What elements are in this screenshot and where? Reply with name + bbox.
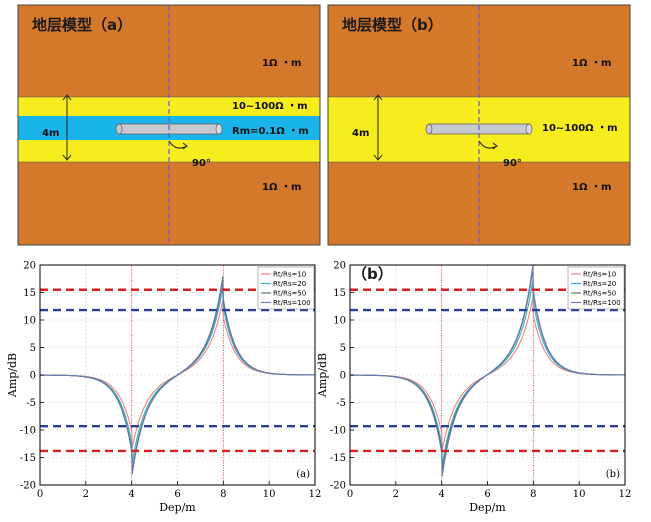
model-a-top-resistivity: 1Ω ・m bbox=[262, 58, 301, 69]
y-tick-label: 0 bbox=[340, 371, 346, 382]
legend-entry: Rt/Rs=100 bbox=[583, 299, 621, 307]
y-tick-label: -5 bbox=[336, 398, 346, 409]
y-tick-label: -15 bbox=[330, 453, 346, 464]
legend-entry: Rt/Rs=10 bbox=[273, 271, 306, 279]
y-tick-label: 15 bbox=[23, 288, 36, 299]
legend-entry: Rt/Rs=50 bbox=[273, 290, 306, 298]
x-tick-label: 8 bbox=[220, 489, 226, 500]
series-line-Rt/Rs=100 bbox=[349, 265, 625, 477]
x-tick-label: 12 bbox=[309, 489, 322, 500]
model-b-layer-resistivity: 10~100Ω ・m bbox=[542, 123, 618, 134]
x-tick-label: 0 bbox=[347, 489, 353, 500]
model-b-angle: 90° bbox=[503, 158, 522, 169]
model-a-angle: 90° bbox=[192, 158, 211, 169]
series-line-Rt/Rs=100 bbox=[39, 280, 315, 475]
legend-entry: Rt/Rs=20 bbox=[273, 280, 306, 288]
y-tick-label: -20 bbox=[330, 481, 346, 492]
y-tick-label: 15 bbox=[333, 288, 346, 299]
y-axis-label: Amp/dB bbox=[316, 353, 329, 398]
panel-label: (b) bbox=[606, 469, 620, 480]
y-tick-label: 5 bbox=[340, 343, 346, 354]
model-b-top-resistivity: 1Ω ・m bbox=[572, 58, 611, 69]
x-axis-label: Dep/m bbox=[159, 501, 196, 514]
legend-entry: Rt/Rs=100 bbox=[273, 299, 311, 307]
chart-a: 0 2 4 6 8 10 12 -20 -15 -10 -5 0 5 10 15 20 Dep/m Amp/dB (… bbox=[6, 261, 321, 515]
chart-b: 0 2 4 6 8 10 12 -20 -15 -10 -5 0 5 10 15 20 Dep/m Amp/dB (… bbox=[316, 261, 631, 515]
y-tick-label: -15 bbox=[20, 453, 36, 464]
model-b-title: 地层模型（b） bbox=[342, 16, 443, 34]
x-tick-label: 4 bbox=[438, 489, 444, 500]
x-tick-label: 6 bbox=[484, 489, 490, 500]
model-b-diagram: 地层模型（b） 1Ω ・m 10~100Ω ・m 1Ω ・m 4m 90° bbox=[327, 4, 631, 246]
x-tick-label: 6 bbox=[174, 489, 180, 500]
model-a-layer-resistivity: 10~100Ω ・m bbox=[232, 101, 308, 112]
model-a-title: 地层模型（a） bbox=[32, 16, 132, 34]
x-tick-label: 4 bbox=[128, 489, 134, 500]
legend-entry: Rt/Rs=50 bbox=[583, 290, 616, 298]
x-tick-label: 0 bbox=[37, 489, 43, 500]
x-tick-label: 10 bbox=[573, 489, 586, 500]
model-a-thickness: 4m bbox=[42, 128, 59, 139]
y-axis-label: Amp/dB bbox=[6, 353, 19, 398]
y-tick-label: 10 bbox=[333, 316, 346, 327]
x-tick-label: 2 bbox=[83, 489, 89, 500]
legend-entry: Rt/Rs=20 bbox=[583, 280, 616, 288]
model-a-bottom-resistivity: 1Ω ・m bbox=[262, 182, 301, 193]
x-tick-label: 8 bbox=[530, 489, 536, 500]
x-axis-label: Dep/m bbox=[469, 501, 506, 514]
y-tick-label: -20 bbox=[20, 481, 36, 492]
model-a-sand-upper bbox=[18, 97, 320, 116]
y-tick-label: 20 bbox=[23, 261, 36, 272]
panel-label: (a) bbox=[296, 469, 310, 480]
model-b-thickness: 4m bbox=[352, 128, 369, 139]
model-b-bottom-resistivity: 1Ω ・m bbox=[572, 182, 611, 193]
legend-entry: Rt/Rs=10 bbox=[583, 271, 616, 279]
x-tick-label: 2 bbox=[393, 489, 399, 500]
y-tick-label: 5 bbox=[30, 343, 36, 354]
y-tick-label: 20 bbox=[333, 261, 346, 272]
x-tick-label: 12 bbox=[619, 489, 632, 500]
x-tick-label: 10 bbox=[263, 489, 276, 500]
y-tick-label: 0 bbox=[30, 371, 36, 382]
y-tick-label: 10 bbox=[23, 316, 36, 327]
corner-label: （b） bbox=[352, 265, 393, 283]
y-tick-label: -5 bbox=[26, 398, 36, 409]
y-tick-label: -10 bbox=[20, 426, 36, 437]
y-tick-label: -10 bbox=[330, 426, 346, 437]
model-a-mud-resistivity: Rm=0.1Ω ・m bbox=[232, 126, 309, 137]
model-a-diagram: 地层模型（a） 1Ω ・m 10~100Ω ・m Rm=0.1Ω ・m 1Ω ・… bbox=[17, 4, 321, 246]
